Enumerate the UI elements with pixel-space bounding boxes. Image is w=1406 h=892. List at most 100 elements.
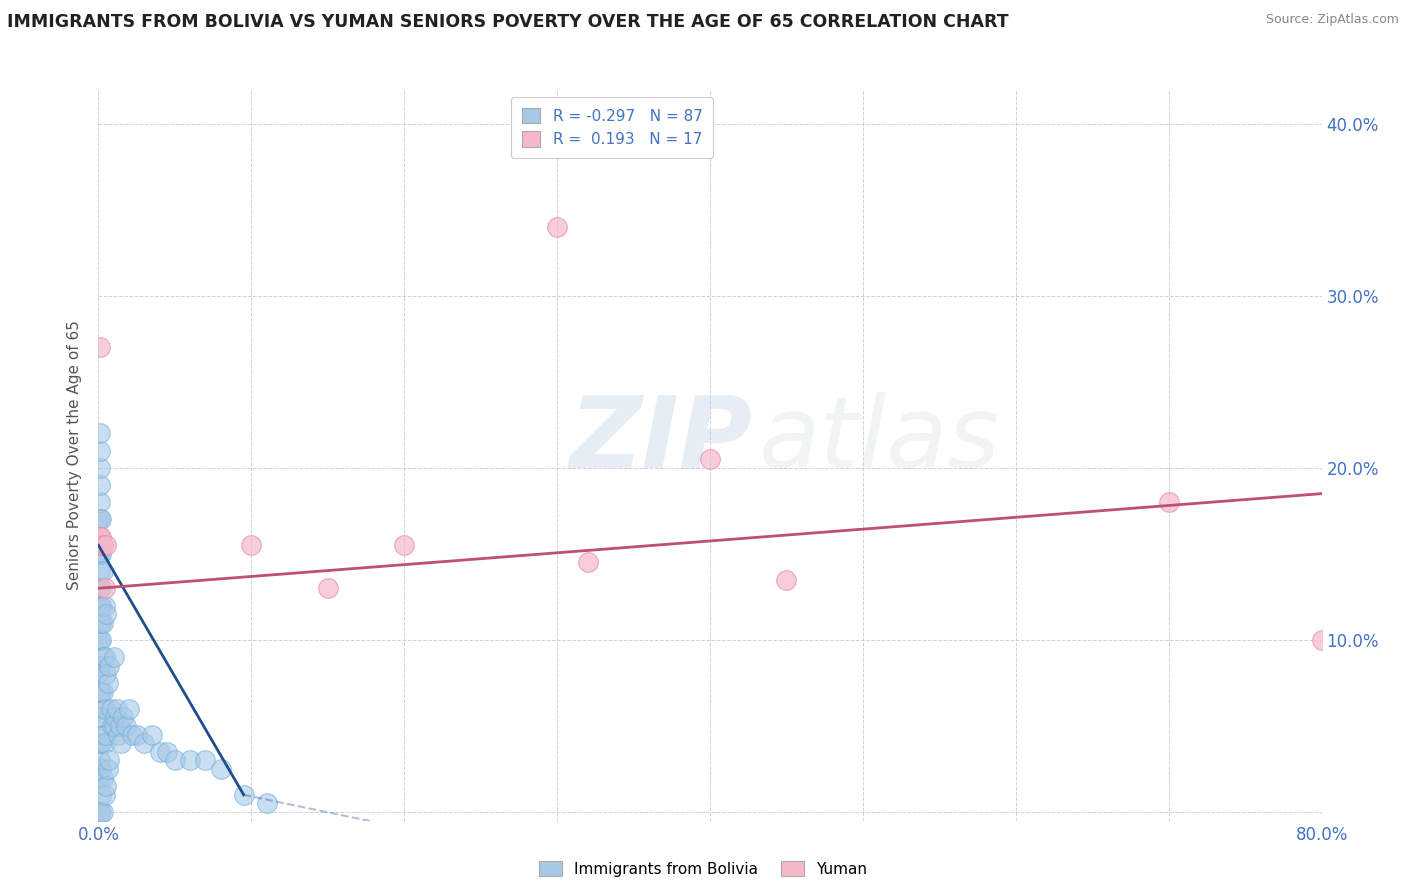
Point bbox=[179, 753, 201, 767]
Y-axis label: Seniors Poverty Over the Age of 65: Seniors Poverty Over the Age of 65 bbox=[67, 320, 83, 590]
Point bbox=[97, 676, 120, 690]
Point bbox=[93, 599, 115, 613]
Point bbox=[1157, 495, 1180, 509]
Point bbox=[90, 615, 112, 630]
Point bbox=[699, 452, 721, 467]
Point bbox=[546, 219, 568, 234]
Point bbox=[94, 667, 117, 681]
Point bbox=[232, 788, 254, 802]
Point bbox=[89, 530, 111, 544]
Point bbox=[89, 582, 111, 596]
Point bbox=[115, 719, 138, 733]
Point bbox=[94, 607, 117, 621]
Point bbox=[125, 728, 148, 742]
Legend: R = -0.297   N = 87, R =  0.193   N = 17: R = -0.297 N = 87, R = 0.193 N = 17 bbox=[512, 97, 713, 158]
Point bbox=[240, 538, 263, 552]
Point bbox=[90, 538, 112, 552]
Point bbox=[90, 762, 112, 776]
Point bbox=[87, 512, 110, 526]
Point bbox=[97, 762, 120, 776]
Point bbox=[89, 710, 111, 724]
Point bbox=[107, 728, 129, 742]
Point bbox=[94, 538, 117, 552]
Point bbox=[256, 797, 278, 811]
Point bbox=[121, 728, 143, 742]
Point bbox=[134, 736, 156, 750]
Point bbox=[108, 719, 131, 733]
Point bbox=[90, 530, 112, 544]
Point bbox=[104, 710, 127, 724]
Point bbox=[94, 728, 117, 742]
Text: Source: ZipAtlas.com: Source: ZipAtlas.com bbox=[1265, 13, 1399, 27]
Point bbox=[103, 650, 125, 665]
Point bbox=[87, 632, 110, 647]
Point bbox=[93, 650, 115, 665]
Point bbox=[93, 736, 115, 750]
Text: atlas: atlas bbox=[759, 392, 1001, 489]
Point bbox=[100, 702, 122, 716]
Point bbox=[141, 728, 163, 742]
Point bbox=[90, 512, 112, 526]
Text: ZIP: ZIP bbox=[569, 392, 752, 489]
Point bbox=[89, 564, 111, 578]
Point bbox=[93, 582, 115, 596]
Point bbox=[316, 582, 339, 596]
Point bbox=[93, 788, 115, 802]
Point bbox=[103, 719, 125, 733]
Point bbox=[93, 702, 115, 716]
Point bbox=[156, 745, 179, 759]
Point bbox=[89, 530, 111, 544]
Point bbox=[91, 771, 114, 785]
Point bbox=[90, 632, 112, 647]
Point bbox=[91, 564, 114, 578]
Point bbox=[90, 582, 112, 596]
Point bbox=[89, 547, 111, 561]
Point bbox=[89, 771, 111, 785]
Point bbox=[209, 762, 232, 776]
Point bbox=[89, 495, 111, 509]
Point bbox=[1310, 632, 1333, 647]
Point bbox=[89, 340, 111, 354]
Point bbox=[90, 805, 112, 819]
Point bbox=[89, 658, 111, 673]
Point bbox=[89, 512, 111, 526]
Point bbox=[89, 615, 111, 630]
Point bbox=[149, 745, 172, 759]
Point bbox=[89, 599, 111, 613]
Point bbox=[87, 736, 110, 750]
Point bbox=[91, 684, 114, 698]
Point bbox=[91, 805, 114, 819]
Point bbox=[194, 753, 217, 767]
Point bbox=[110, 736, 132, 750]
Point bbox=[775, 573, 797, 587]
Point bbox=[576, 556, 599, 570]
Point bbox=[89, 443, 111, 458]
Point bbox=[101, 719, 124, 733]
Point bbox=[91, 728, 114, 742]
Point bbox=[90, 599, 112, 613]
Point bbox=[89, 460, 111, 475]
Point bbox=[392, 538, 416, 552]
Point bbox=[98, 753, 121, 767]
Point bbox=[90, 547, 112, 561]
Point bbox=[89, 753, 111, 767]
Point bbox=[94, 779, 117, 793]
Point bbox=[105, 702, 128, 716]
Point bbox=[89, 736, 111, 750]
Point bbox=[111, 710, 134, 724]
Point bbox=[90, 710, 112, 724]
Point bbox=[89, 478, 111, 492]
Point bbox=[118, 702, 141, 716]
Point bbox=[91, 538, 114, 552]
Point bbox=[90, 658, 112, 673]
Point bbox=[87, 805, 110, 819]
Point bbox=[91, 615, 114, 630]
Point bbox=[89, 538, 111, 552]
Point bbox=[91, 650, 114, 665]
Point bbox=[87, 667, 110, 681]
Legend: Immigrants from Bolivia, Yuman: Immigrants from Bolivia, Yuman bbox=[531, 853, 875, 884]
Point bbox=[90, 684, 112, 698]
Point bbox=[90, 788, 112, 802]
Point bbox=[89, 684, 111, 698]
Point bbox=[87, 599, 110, 613]
